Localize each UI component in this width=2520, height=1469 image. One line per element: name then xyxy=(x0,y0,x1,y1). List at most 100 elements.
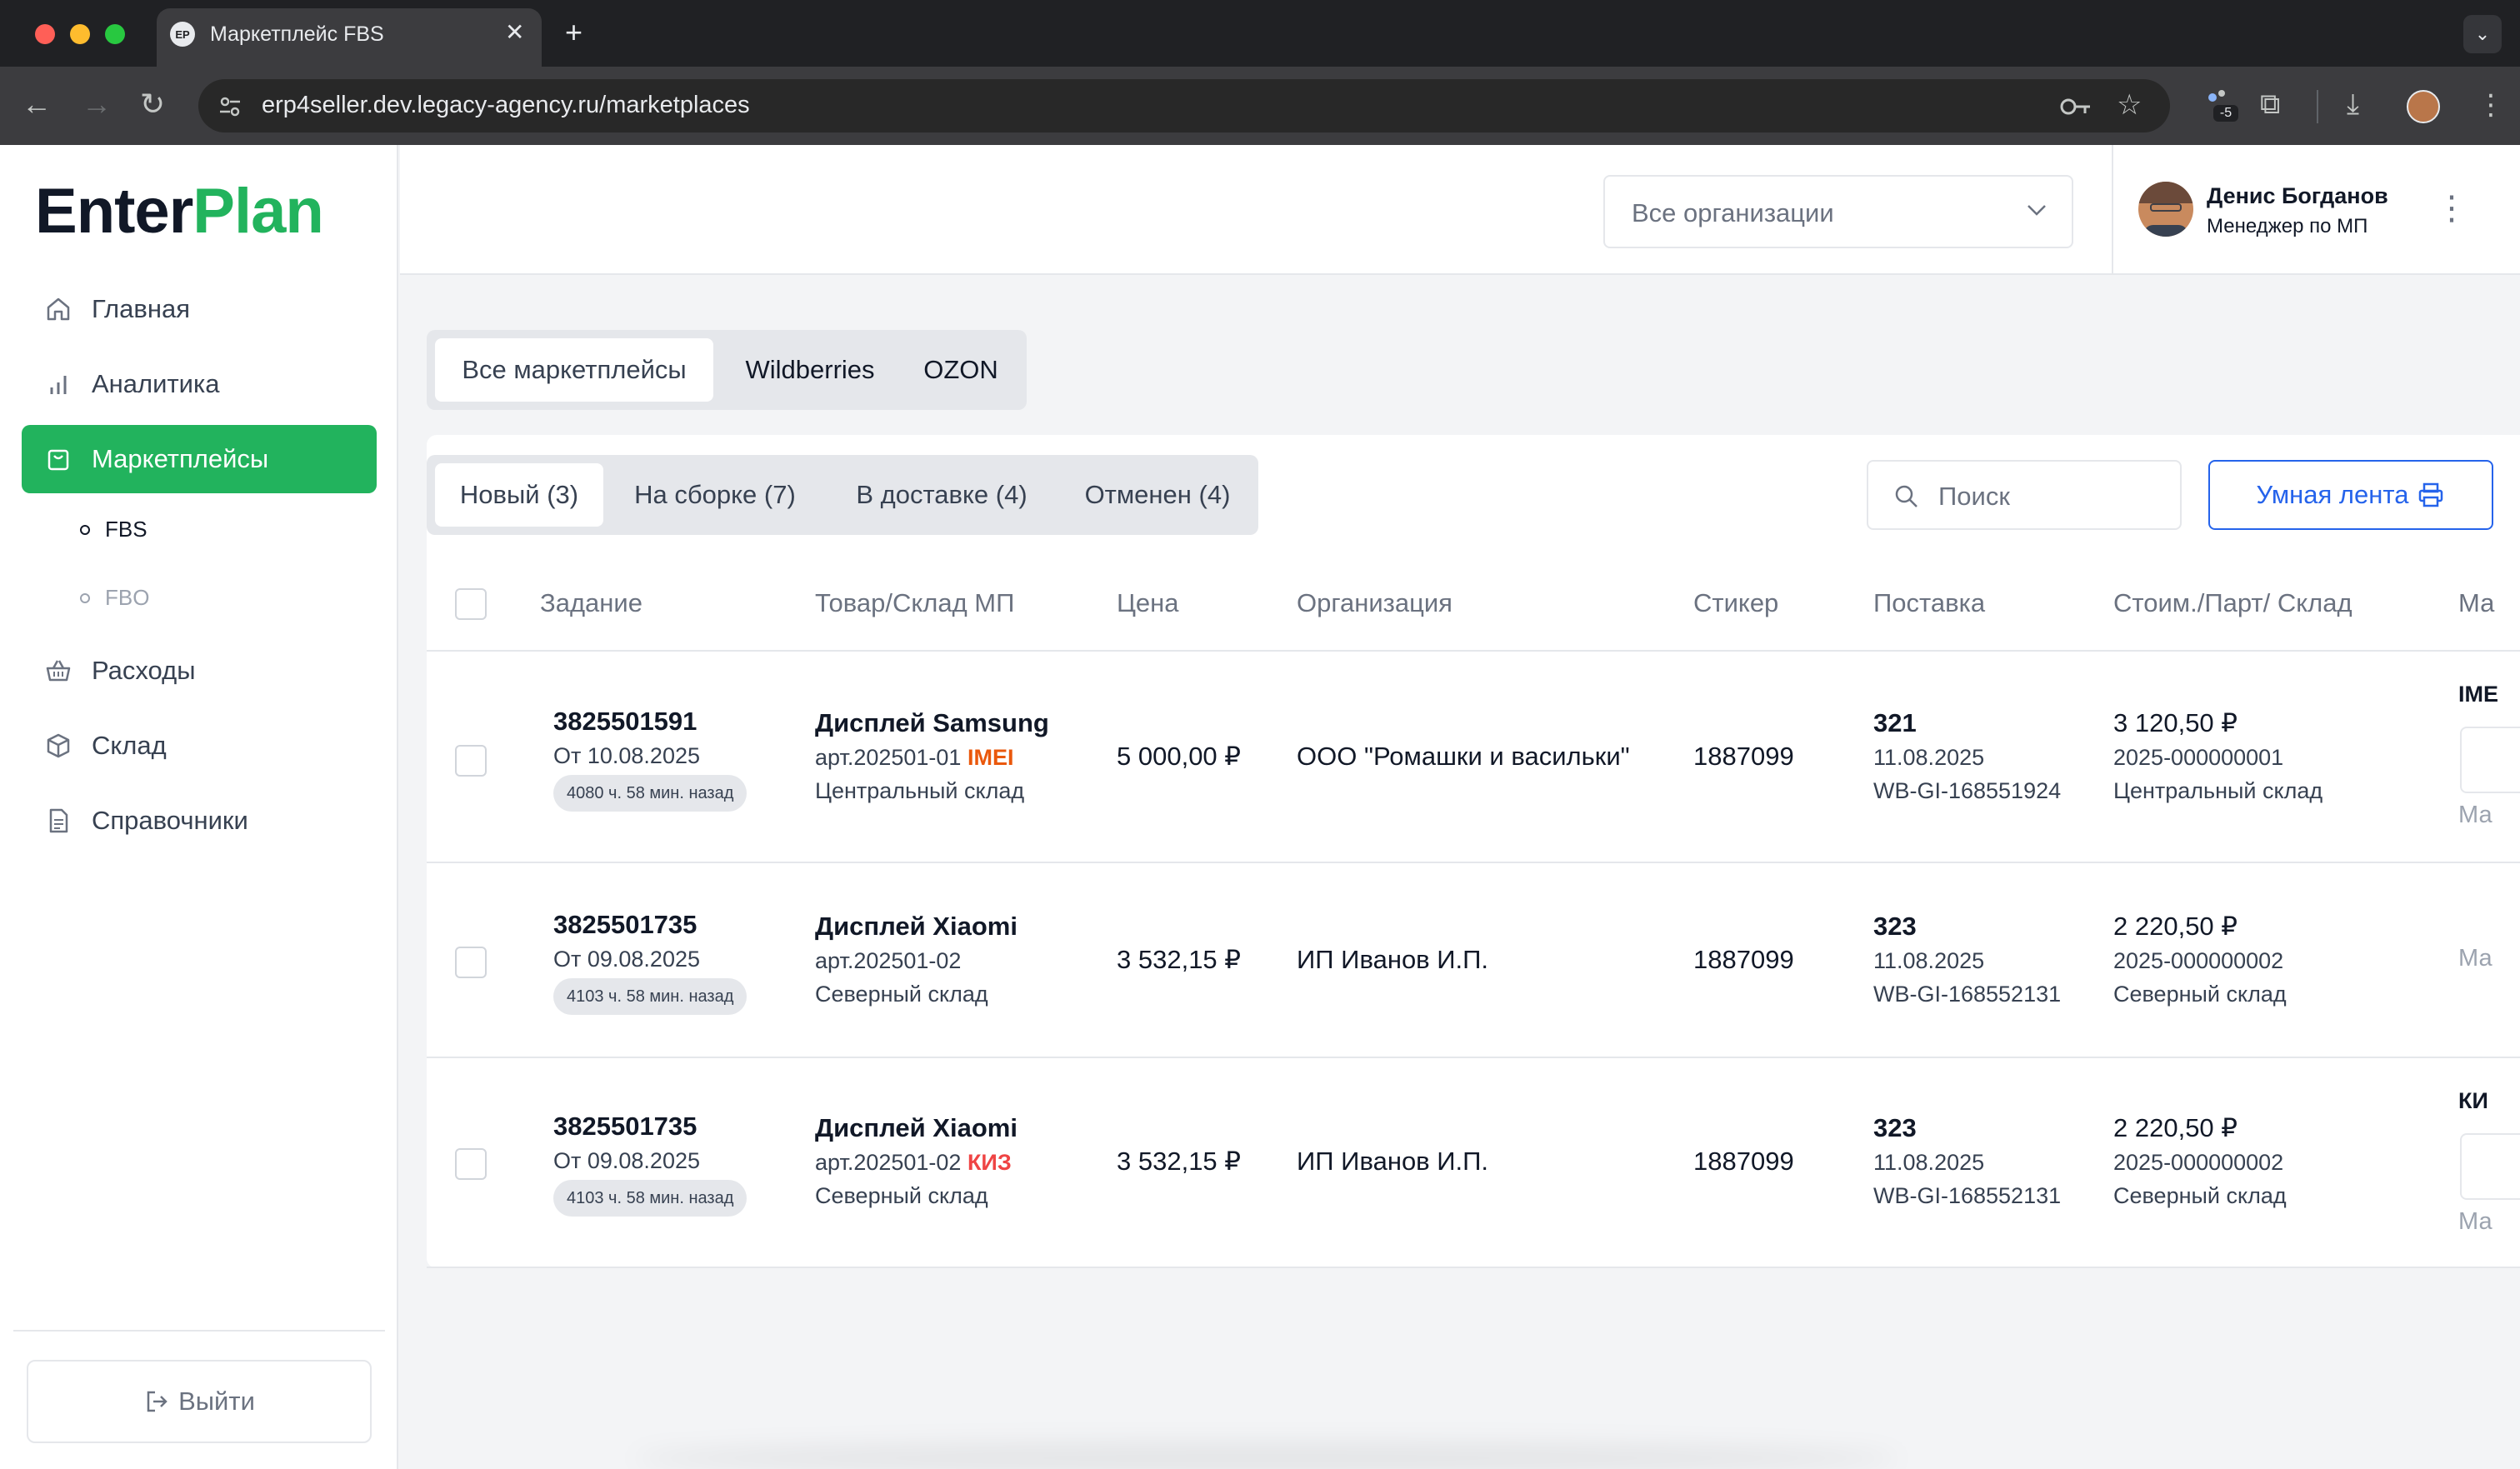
password-key-icon[interactable] xyxy=(2060,93,2092,120)
sidebar-item-home[interactable]: Главная xyxy=(22,275,377,343)
back-arrow-icon[interactable]: ← xyxy=(22,87,52,121)
document-icon xyxy=(43,806,73,836)
column-header-sticker[interactable]: Стикер xyxy=(1693,588,1779,617)
bullet-icon xyxy=(80,524,90,535)
window-minimize-button[interactable] xyxy=(70,24,90,44)
task-id: 3825501735 xyxy=(553,1112,698,1141)
product-sku-line: арт.202501-02 КИЗ xyxy=(815,1150,1012,1175)
sidebar-subitem-fbo[interactable]: FBO xyxy=(80,585,149,611)
supply-date: 11.08.2025 xyxy=(1873,948,1985,973)
organization: ИП Иванов И.П. xyxy=(1297,945,1489,974)
kiz-input[interactable] xyxy=(2460,1133,2520,1200)
tab-ozon[interactable]: OZON xyxy=(923,355,998,384)
tab-all-marketplaces[interactable]: Все маркетплейсы xyxy=(435,338,713,402)
cost: 2 220,50 ₽ xyxy=(2113,912,2238,941)
sidebar-subitem-fbs[interactable]: FBS xyxy=(80,517,148,542)
task-date: От 09.08.2025 xyxy=(553,1148,701,1173)
url-text: erp4seller.dev.legacy-agency.ru/marketpl… xyxy=(262,92,750,118)
sticker: 1887099 xyxy=(1693,945,1794,974)
extensions-puzzle-icon[interactable]: ⧉ xyxy=(2260,88,2281,120)
column-header-cost-batch-warehouse[interactable]: Стоим./Парт/ Склад xyxy=(2113,588,2352,617)
sidebar-item-label: Расходы xyxy=(92,656,196,685)
home-icon xyxy=(43,294,73,324)
imei-tag: IMEI xyxy=(967,745,1014,770)
smart-tape-button[interactable]: Умная лента xyxy=(2208,460,2493,530)
sidebar-item-warehouse[interactable]: Склад xyxy=(22,712,377,780)
site-settings-icon[interactable] xyxy=(218,95,242,118)
more-options-icon[interactable]: ⋮ xyxy=(2435,190,2468,227)
tab-wildberries[interactable]: Wildberries xyxy=(745,355,875,384)
tab-status-assembly[interactable]: На сборке (7) xyxy=(634,480,796,509)
elapsed-time-badge: 4103 ч. 58 мин. назад xyxy=(553,978,748,1015)
cost-warehouse: Центральный склад xyxy=(2113,778,2323,803)
new-tab-icon[interactable]: + xyxy=(565,15,583,49)
organization-select[interactable]: Все организации xyxy=(1603,175,2073,248)
tab-status-new[interactable]: Новый (3) xyxy=(435,463,603,527)
sidebar-item-expenses[interactable]: Расходы xyxy=(22,637,377,705)
sidebar xyxy=(0,145,398,1469)
favicon-icon: EP xyxy=(170,22,195,47)
tab-status-cancelled[interactable]: Отменен (4) xyxy=(1084,480,1231,509)
browser-tab[interactable] xyxy=(157,8,542,67)
supply-code: WB-GI-168551924 xyxy=(1873,778,2062,803)
row-checkbox[interactable] xyxy=(455,1148,487,1180)
task-id: 3825501735 xyxy=(553,910,698,939)
user-avatar[interactable] xyxy=(2138,182,2193,237)
sidebar-divider xyxy=(13,1330,385,1332)
supply-date: 11.08.2025 xyxy=(1873,745,1985,770)
organization: ИП Иванов И.П. xyxy=(1297,1147,1489,1176)
row-divider xyxy=(427,1057,2520,1058)
forward-arrow-icon[interactable]: → xyxy=(82,87,112,121)
address-bar[interactable] xyxy=(198,79,2170,132)
floating-bar-shadow xyxy=(633,1442,1900,1469)
sidebar-subitem-label: FBO xyxy=(105,585,150,610)
sidebar-subitem-label: FBS xyxy=(105,517,148,542)
batch: 2025-000000002 xyxy=(2113,1150,2284,1175)
organization: ООО "Ромашки и васильки" xyxy=(1297,742,1630,771)
truncated-cell: Ма xyxy=(2458,1208,2492,1235)
tab-close-icon[interactable]: ✕ xyxy=(505,19,525,45)
column-header-organization[interactable]: Организация xyxy=(1297,588,1452,617)
basket-icon xyxy=(43,656,73,686)
imei-input[interactable] xyxy=(2460,727,2520,793)
product-name: Дисплей Xiaomi xyxy=(815,1113,1018,1142)
task-id: 3825501591 xyxy=(553,707,698,736)
column-header-product[interactable]: Товар/Склад МП xyxy=(815,588,1015,617)
window-close-button[interactable] xyxy=(35,24,55,44)
supply-number: 323 xyxy=(1873,912,1917,941)
box-icon xyxy=(43,731,73,761)
logout-icon xyxy=(147,1391,168,1412)
table-bottom-divider xyxy=(427,1267,2520,1268)
row-divider xyxy=(427,862,2520,863)
product-warehouse: Центральный склад xyxy=(815,778,1025,803)
supply-code: WB-GI-168552131 xyxy=(1873,982,2062,1007)
row-checkbox[interactable] xyxy=(455,745,487,777)
logout-button[interactable]: Выйти xyxy=(27,1360,372,1443)
sidebar-item-analytics[interactable]: Аналитика xyxy=(22,350,377,418)
extension-activity-icon[interactable]: -5 xyxy=(2207,88,2238,122)
batch: 2025-000000001 xyxy=(2113,745,2284,770)
tab-search-icon[interactable]: ⌄ xyxy=(2463,15,2502,53)
reload-icon[interactable]: ↻ xyxy=(140,87,166,121)
column-header-task[interactable]: Задание xyxy=(540,588,642,617)
sidebar-item-references[interactable]: Справочники xyxy=(22,787,377,855)
column-header-supply[interactable]: Поставка xyxy=(1873,588,1986,617)
shopping-bag-icon xyxy=(43,444,73,474)
select-all-checkbox[interactable] xyxy=(455,588,487,620)
tab-status-delivery[interactable]: В доставке (4) xyxy=(856,480,1028,509)
download-icon[interactable]: ⤓ xyxy=(2347,88,2360,120)
sidebar-item-marketplaces[interactable]: Маркетплейсы xyxy=(22,425,377,493)
app-logo[interactable]: EnterPlan xyxy=(35,176,324,247)
column-header-truncated[interactable]: Ма xyxy=(2458,588,2495,617)
bookmark-star-icon[interactable]: ☆ xyxy=(2117,89,2142,121)
row-checkbox[interactable] xyxy=(455,947,487,978)
sidebar-item-label: Склад xyxy=(92,731,167,760)
search-input[interactable]: Поиск xyxy=(1867,460,2182,530)
browser-profile-avatar[interactable] xyxy=(2407,90,2440,123)
header-divider xyxy=(2112,145,2113,275)
column-header-price[interactable]: Цена xyxy=(1117,588,1179,617)
browser-menu-icon[interactable]: ⋮ xyxy=(2477,89,2505,121)
truncated-cell: Ма xyxy=(2458,945,2492,972)
product-warehouse: Северный склад xyxy=(815,982,988,1007)
window-maximize-button[interactable] xyxy=(105,24,125,44)
